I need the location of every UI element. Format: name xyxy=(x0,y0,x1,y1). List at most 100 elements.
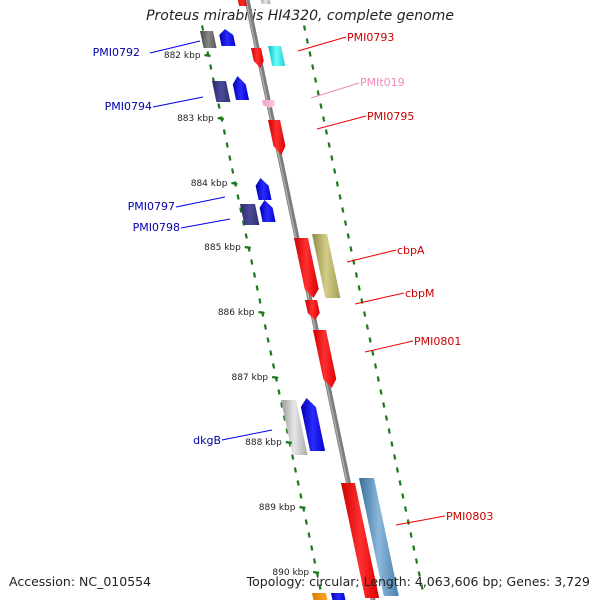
tick-mark xyxy=(310,545,314,551)
gene-feature-pmi0792b[interactable] xyxy=(219,29,236,46)
scale-label: 889 kbp xyxy=(259,503,296,513)
tick-mark xyxy=(373,363,378,369)
scale-label: 890 kbp xyxy=(272,568,309,578)
gene-feature[interactable] xyxy=(260,0,271,4)
gene-feature-cbpa[interactable] xyxy=(294,238,319,298)
tick-mark xyxy=(368,337,372,343)
gene-label-pmi0792[interactable]: PMI0792 xyxy=(93,46,140,59)
gene-features xyxy=(200,0,399,600)
scale-label: 886 kbp xyxy=(218,308,255,318)
tick-mark xyxy=(236,194,240,200)
tick-mark xyxy=(201,25,205,31)
tick-mark xyxy=(354,272,359,278)
tick-mark xyxy=(395,467,399,473)
tick-mark xyxy=(382,402,386,408)
tick-mark xyxy=(357,285,361,291)
gene-feature-pmi0794b[interactable] xyxy=(232,76,250,100)
tick-mark xyxy=(266,337,270,343)
tick-mark xyxy=(271,363,276,369)
scale-major-tick xyxy=(231,181,238,186)
gene-feature-pmi0793b[interactable] xyxy=(268,46,286,66)
tick-mark xyxy=(305,38,309,44)
tick-mark xyxy=(231,168,235,174)
gene-feature-pmi0798[interactable] xyxy=(240,204,260,225)
tick-mark xyxy=(252,272,257,278)
gene-label-leader xyxy=(316,115,367,130)
scale-label: 888 kbp xyxy=(245,438,282,448)
gene-feature[interactable] xyxy=(237,0,248,6)
gene-feature-pmit019[interactable] xyxy=(262,100,276,108)
tick-mark xyxy=(303,25,307,31)
tick-mark xyxy=(269,350,273,356)
gene-feature-pmi0801[interactable] xyxy=(313,330,337,388)
scale-major-tick xyxy=(312,570,320,575)
tick-mark xyxy=(311,64,315,70)
tick-mark xyxy=(319,103,323,109)
gene-labels: PMI0792 PMI0793 PMIt019 PMI0794 PMI0795 PMI07… xyxy=(93,31,493,526)
gene-label-pmi0801[interactable]: PMI0801 xyxy=(414,335,461,348)
tick-mark xyxy=(417,571,421,577)
tick-mark xyxy=(296,480,300,486)
tick-mark xyxy=(412,545,416,551)
tick-mark xyxy=(346,233,350,239)
gene-label-leader xyxy=(149,40,201,54)
gene-feature-cbpm[interactable] xyxy=(305,300,320,320)
scale-major-tick xyxy=(217,116,224,121)
gene-label-leader xyxy=(310,82,360,99)
gene-label-leader xyxy=(180,218,231,229)
gene-feature-cbpa-b[interactable] xyxy=(312,234,341,298)
gene-label-pmi0793[interactable]: PMI0793 xyxy=(347,31,394,44)
scale-major-tick xyxy=(244,245,252,250)
gene-feature[interactable] xyxy=(331,593,346,600)
gene-label-pmi0803[interactable]: PMI0803 xyxy=(446,510,493,523)
gene-label-leader xyxy=(297,36,347,52)
tick-mark xyxy=(316,90,320,96)
tick-mark xyxy=(318,584,322,590)
scale-label: 882 kbp xyxy=(164,51,201,61)
gene-feature-pmi0793[interactable] xyxy=(251,48,264,68)
tick-mark xyxy=(263,324,267,330)
tick-mark xyxy=(322,116,326,122)
scale-major-tick xyxy=(204,53,211,58)
tick-mark xyxy=(244,233,248,239)
tick-mark xyxy=(384,415,389,421)
scale-label: 884 kbp xyxy=(191,179,228,189)
gene-feature[interactable] xyxy=(312,593,328,600)
gene-feature-pmi0798b[interactable] xyxy=(259,200,276,222)
gene-label-cbpa[interactable]: cbpA xyxy=(397,244,425,257)
map-title: Proteus mirabilis HI4320, complete genom… xyxy=(146,8,454,24)
gene-label-leader xyxy=(364,340,414,353)
scale-major-tick xyxy=(271,375,279,380)
gene-label-pmi0798[interactable]: PMI0798 xyxy=(133,221,180,234)
gene-label-pmi0797[interactable]: PMI0797 xyxy=(128,200,175,213)
tick-mark xyxy=(285,428,289,434)
tick-mark xyxy=(293,467,297,473)
gene-feature-pmi0794[interactable] xyxy=(212,81,231,102)
tick-mark xyxy=(363,311,367,317)
tick-mark xyxy=(341,207,345,213)
gene-feature-pmi0795[interactable] xyxy=(268,120,286,155)
gene-feature-dkgb-grey[interactable] xyxy=(281,400,308,455)
tick-mark xyxy=(349,246,353,252)
tick-mark xyxy=(330,155,334,161)
gene-feature-pmi0803b[interactable] xyxy=(359,478,399,596)
tick-mark xyxy=(376,376,380,382)
tick-mark xyxy=(255,285,259,291)
tick-mark xyxy=(393,454,397,460)
tick-mark xyxy=(282,415,287,421)
gene-feature-pmi0792[interactable] xyxy=(200,31,217,48)
tick-mark xyxy=(222,129,226,135)
gene-feature-dkgb[interactable] xyxy=(300,398,326,451)
tick-mark xyxy=(420,584,424,590)
gene-label-cbpm[interactable]: cbpM xyxy=(405,287,435,300)
gene-feature-pmi0797[interactable] xyxy=(255,178,272,200)
gene-label-pmi0794[interactable]: PMI0794 xyxy=(105,100,152,113)
tick-mark xyxy=(333,168,337,174)
tick-mark xyxy=(299,493,303,499)
gene-feature-pmi0803[interactable] xyxy=(341,483,380,598)
tick-mark xyxy=(250,259,254,265)
gene-label-pmi0795[interactable]: PMI0795 xyxy=(367,110,414,123)
gene-label-dkgb[interactable]: dkgB xyxy=(193,434,221,447)
gene-label-pmit019[interactable]: PMIt019 xyxy=(360,76,405,89)
